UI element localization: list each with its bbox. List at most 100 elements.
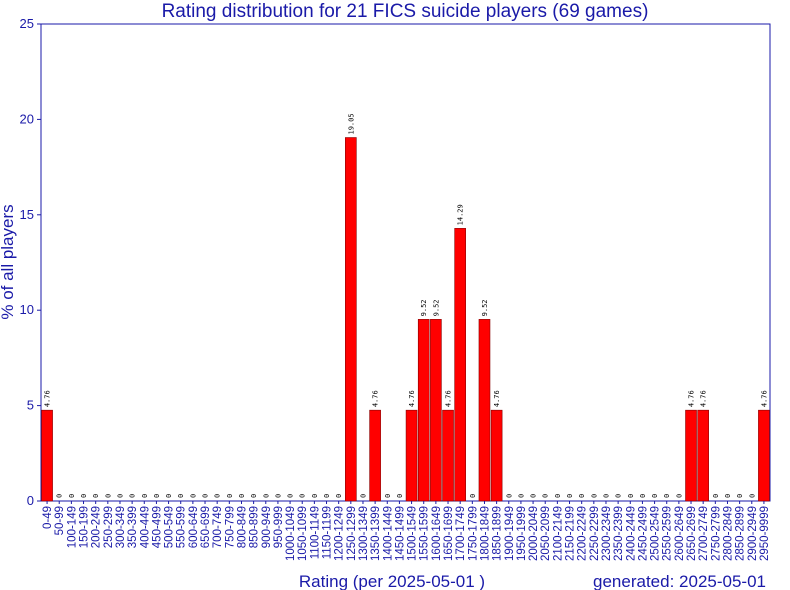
bar-value-label: 0 [590, 494, 598, 498]
x-tick-label: 900-949 [261, 506, 273, 548]
bar-value-label: 0 [92, 494, 100, 498]
x-tick-label: 1200-1249 [334, 506, 346, 561]
bars-group [41, 137, 770, 502]
x-tick-label: 50-99 [54, 506, 66, 535]
x-tick-label: 1500-1549 [407, 506, 419, 561]
x-tick-label: 350-399 [127, 506, 139, 548]
bar-value-label: 0 [56, 494, 64, 498]
bar-value-label: 0 [250, 494, 258, 498]
y-tick-label: 10 [20, 302, 34, 317]
bar-value-label: 0 [177, 494, 185, 498]
bar-value-label: 0 [651, 494, 659, 498]
bar-value-label: 4.76 [493, 390, 501, 407]
x-tick-label: 2600-2649 [674, 506, 686, 561]
bar [442, 409, 454, 502]
bar-value-label: 0 [384, 494, 392, 498]
x-tick-label: 1250-1299 [346, 506, 358, 561]
bar-value-label: 0 [615, 494, 623, 498]
bar-value-label: 0 [602, 494, 610, 498]
bar [454, 228, 466, 502]
x-tick-label: 2150-2199 [565, 506, 577, 561]
x-axis: 0-49 50-99 100-149 150-199 200-249 250-299 300… [42, 501, 771, 561]
y-tick-label: 5 [27, 398, 34, 413]
x-tick-label: 2350-2399 [613, 506, 625, 561]
bar-value-label: 0 [712, 494, 720, 498]
y-axis-label: % of all players [0, 204, 17, 319]
x-tick-label: 500-549 [164, 506, 176, 548]
bar-value-label: 0 [129, 494, 137, 498]
bar-value-label: 4.76 [760, 390, 768, 407]
bar [697, 409, 709, 502]
x-tick-label: 2550-2599 [662, 506, 674, 561]
x-tick-label: 100-149 [66, 506, 78, 548]
x-tick-label: 1050-1099 [297, 506, 309, 561]
bar-value-label: 9.52 [432, 299, 440, 316]
bar-value-label: 14.29 [457, 204, 465, 225]
generated-date: generated: 2025-05-01 [593, 572, 766, 590]
chart-title: Rating distribution for 21 FICS suicide … [162, 1, 649, 22]
bar-value-label: 0 [748, 494, 756, 498]
bar-value-label: 0 [517, 494, 525, 498]
bar [758, 409, 770, 502]
bar [685, 409, 697, 502]
bar-value-label: 0 [262, 494, 270, 498]
bar-value-label: 9.52 [481, 299, 489, 316]
x-tick-label: 1400-1449 [382, 506, 394, 561]
bar-value-label: 4.76 [408, 390, 416, 407]
x-tick-label: 2500-2549 [650, 506, 662, 561]
x-tick-label: 600-649 [188, 506, 200, 548]
x-tick-label: 400-449 [139, 506, 151, 548]
x-tick-label: 550-599 [176, 506, 188, 548]
x-tick-label: 650-699 [200, 506, 212, 548]
x-tick-label: 2050-2099 [540, 506, 552, 561]
x-tick-label: 2650-2699 [686, 506, 698, 561]
bar-value-label: 0 [554, 494, 562, 498]
x-tick-label: 1900-1949 [504, 506, 516, 561]
x-tick-label: 450-499 [151, 506, 163, 548]
y-axis: 0 5 10 15 20 25 [20, 16, 41, 508]
bar-value-label: 0 [639, 494, 647, 498]
bar-value-label: 0 [153, 494, 161, 498]
bar-value-label: 0 [396, 494, 404, 498]
y-tick-label: 0 [27, 493, 34, 508]
bar [41, 409, 53, 502]
bar [405, 409, 418, 502]
x-tick-label: 0-49 [42, 506, 54, 529]
bar-value-label: 0 [274, 494, 282, 498]
x-tick-label: 2700-2749 [698, 506, 710, 561]
bar [417, 319, 430, 502]
bar-value-label: 0 [323, 494, 331, 498]
bar-value-label: 4.76 [372, 390, 380, 407]
x-tick-label: 850-899 [249, 506, 261, 548]
bar [490, 409, 503, 502]
y-tick-label: 20 [20, 111, 34, 126]
bar-value-label: 0 [141, 494, 149, 498]
x-tick-label: 2800-2849 [722, 506, 734, 561]
bar-value-label: 0 [335, 494, 343, 498]
bar-value-label: 4.76 [44, 390, 52, 407]
x-tick-label: 150-199 [79, 506, 91, 548]
x-tick-label: 1000-1049 [285, 506, 297, 561]
bar [430, 319, 442, 502]
y-tick-label: 15 [20, 207, 34, 222]
x-tick-label: 1600-1649 [431, 506, 443, 561]
bar-value-label: 0 [165, 494, 173, 498]
bar-value-label: 0 [104, 494, 112, 498]
bar-value-label: 0 [299, 494, 307, 498]
bar-value-label: 0 [214, 494, 222, 498]
x-tick-label: 1300-1349 [358, 506, 370, 561]
x-tick-label: 2000-2049 [528, 506, 540, 561]
bar-value-label: 0 [469, 494, 477, 498]
bar-value-label: 4.76 [688, 390, 696, 407]
x-tick-label: 2200-2249 [577, 506, 589, 561]
bar-value-label: 0 [736, 494, 744, 498]
y-tick-label: 25 [20, 16, 34, 31]
bar [369, 409, 381, 502]
x-tick-label: 2950-9999 [759, 506, 771, 561]
bar [345, 137, 357, 502]
bar-value-label: 0 [627, 494, 635, 498]
plot-frame [40, 23, 771, 502]
bar-value-label: 0 [189, 494, 197, 498]
